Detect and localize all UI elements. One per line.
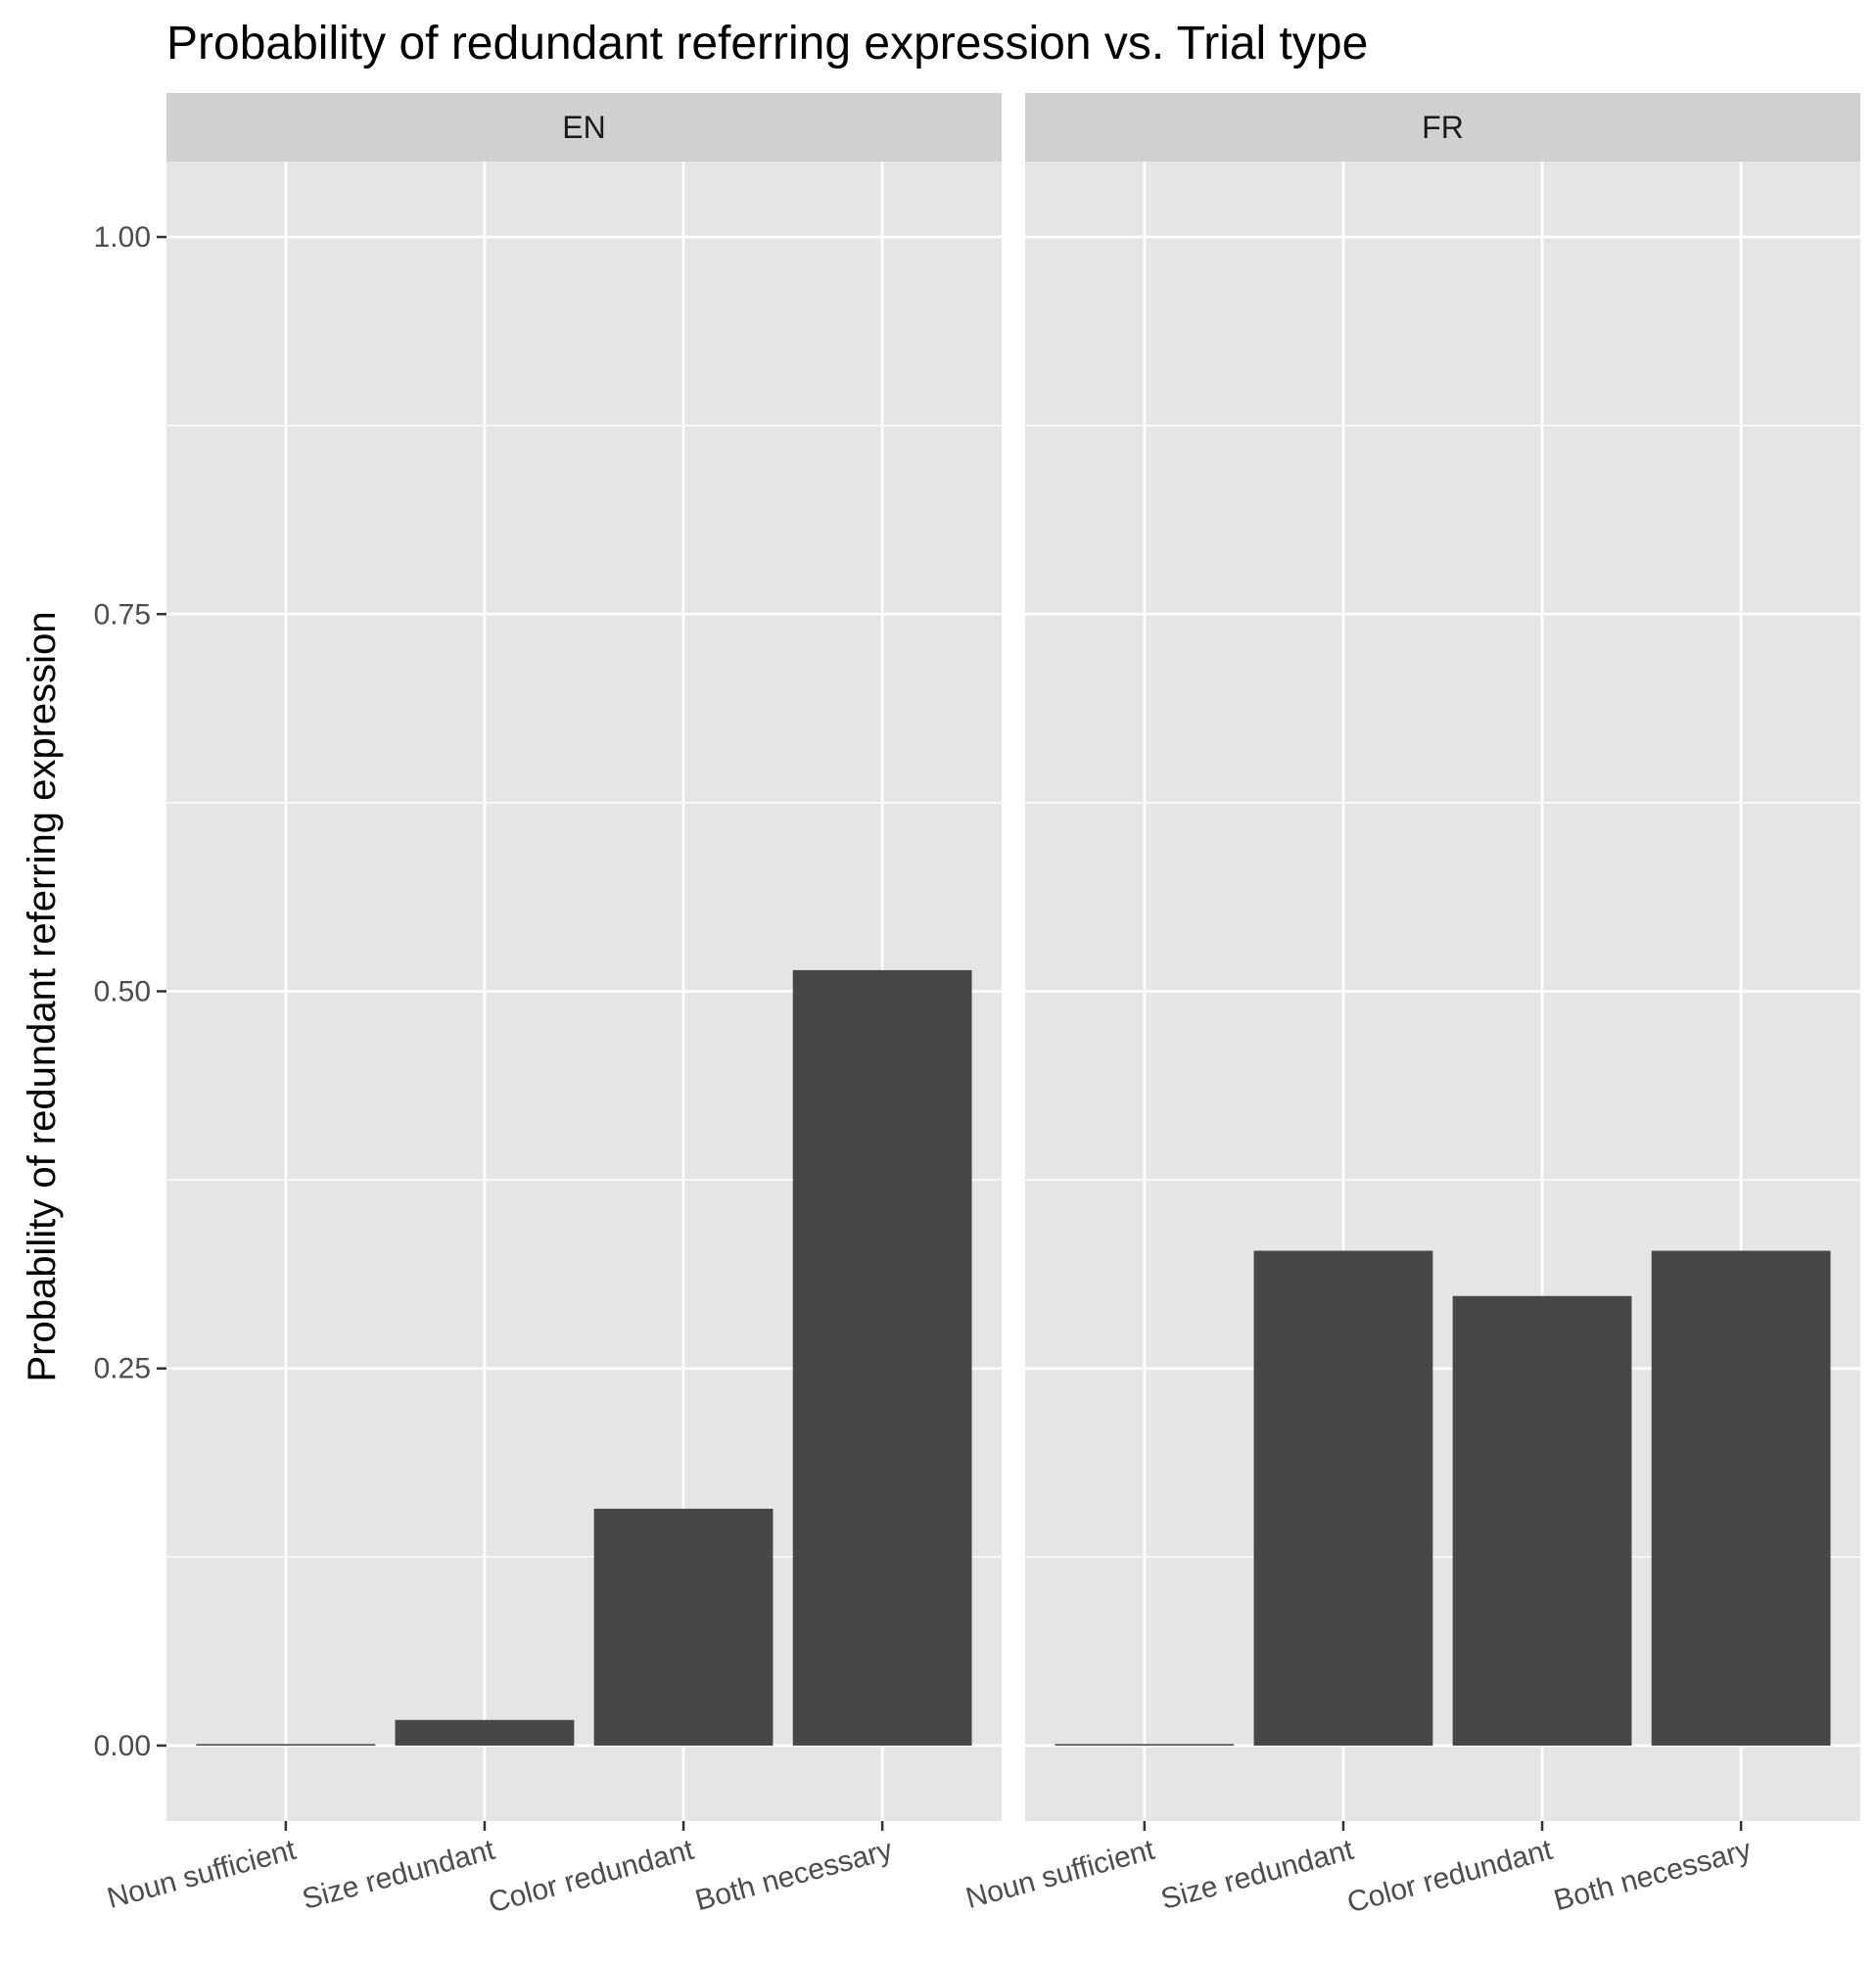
x-tick-label: Noun sufficient	[104, 1834, 300, 1915]
y-tick-label: 1.00	[94, 221, 151, 254]
x-tick-label: Both necessary	[1551, 1834, 1755, 1917]
y-tick-label: 0.75	[94, 598, 151, 631]
bar-en-noun-sufficient	[196, 1744, 376, 1746]
x-tick-label: Color redundant	[1343, 1834, 1556, 1920]
bar-en-color-redundant	[593, 1509, 774, 1746]
panel-strip	[166, 93, 1002, 162]
bar-fr-size-redundant	[1253, 1250, 1433, 1746]
y-tick-label: 0.25	[94, 1353, 151, 1385]
bar-en-both-necessary	[792, 969, 972, 1746]
panel-strip-label: EN	[562, 110, 605, 145]
y-axis: 0.00 0.25 0.50 0.75 1.00	[94, 221, 166, 1762]
bar-en-size-redundant	[395, 1719, 575, 1746]
panel-strip	[1025, 93, 1860, 162]
chart-title: Probability of redundant referring expre…	[166, 18, 1368, 70]
y-tick-label: 0.00	[94, 1730, 151, 1762]
bar-fr-noun-sufficient	[1055, 1744, 1235, 1746]
x-tick-label: Both necessary	[692, 1834, 896, 1917]
y-axis-title-group: Probability of redundant referring expre…	[21, 611, 64, 1381]
x-tick-label: Noun sufficient	[962, 1834, 1158, 1915]
y-tick-label: 0.50	[94, 976, 151, 1008]
y-axis-title: Probability of redundant referring expre…	[21, 611, 64, 1381]
bar-fr-both-necessary	[1651, 1250, 1831, 1746]
x-tick-label: Size redundant	[1157, 1834, 1357, 1916]
panel-strip-label: FR	[1422, 110, 1464, 145]
bar-fr-color-redundant	[1452, 1295, 1632, 1746]
x-tick-label: Color redundant	[485, 1834, 697, 1920]
x-tick-label: Size redundant	[299, 1834, 498, 1916]
